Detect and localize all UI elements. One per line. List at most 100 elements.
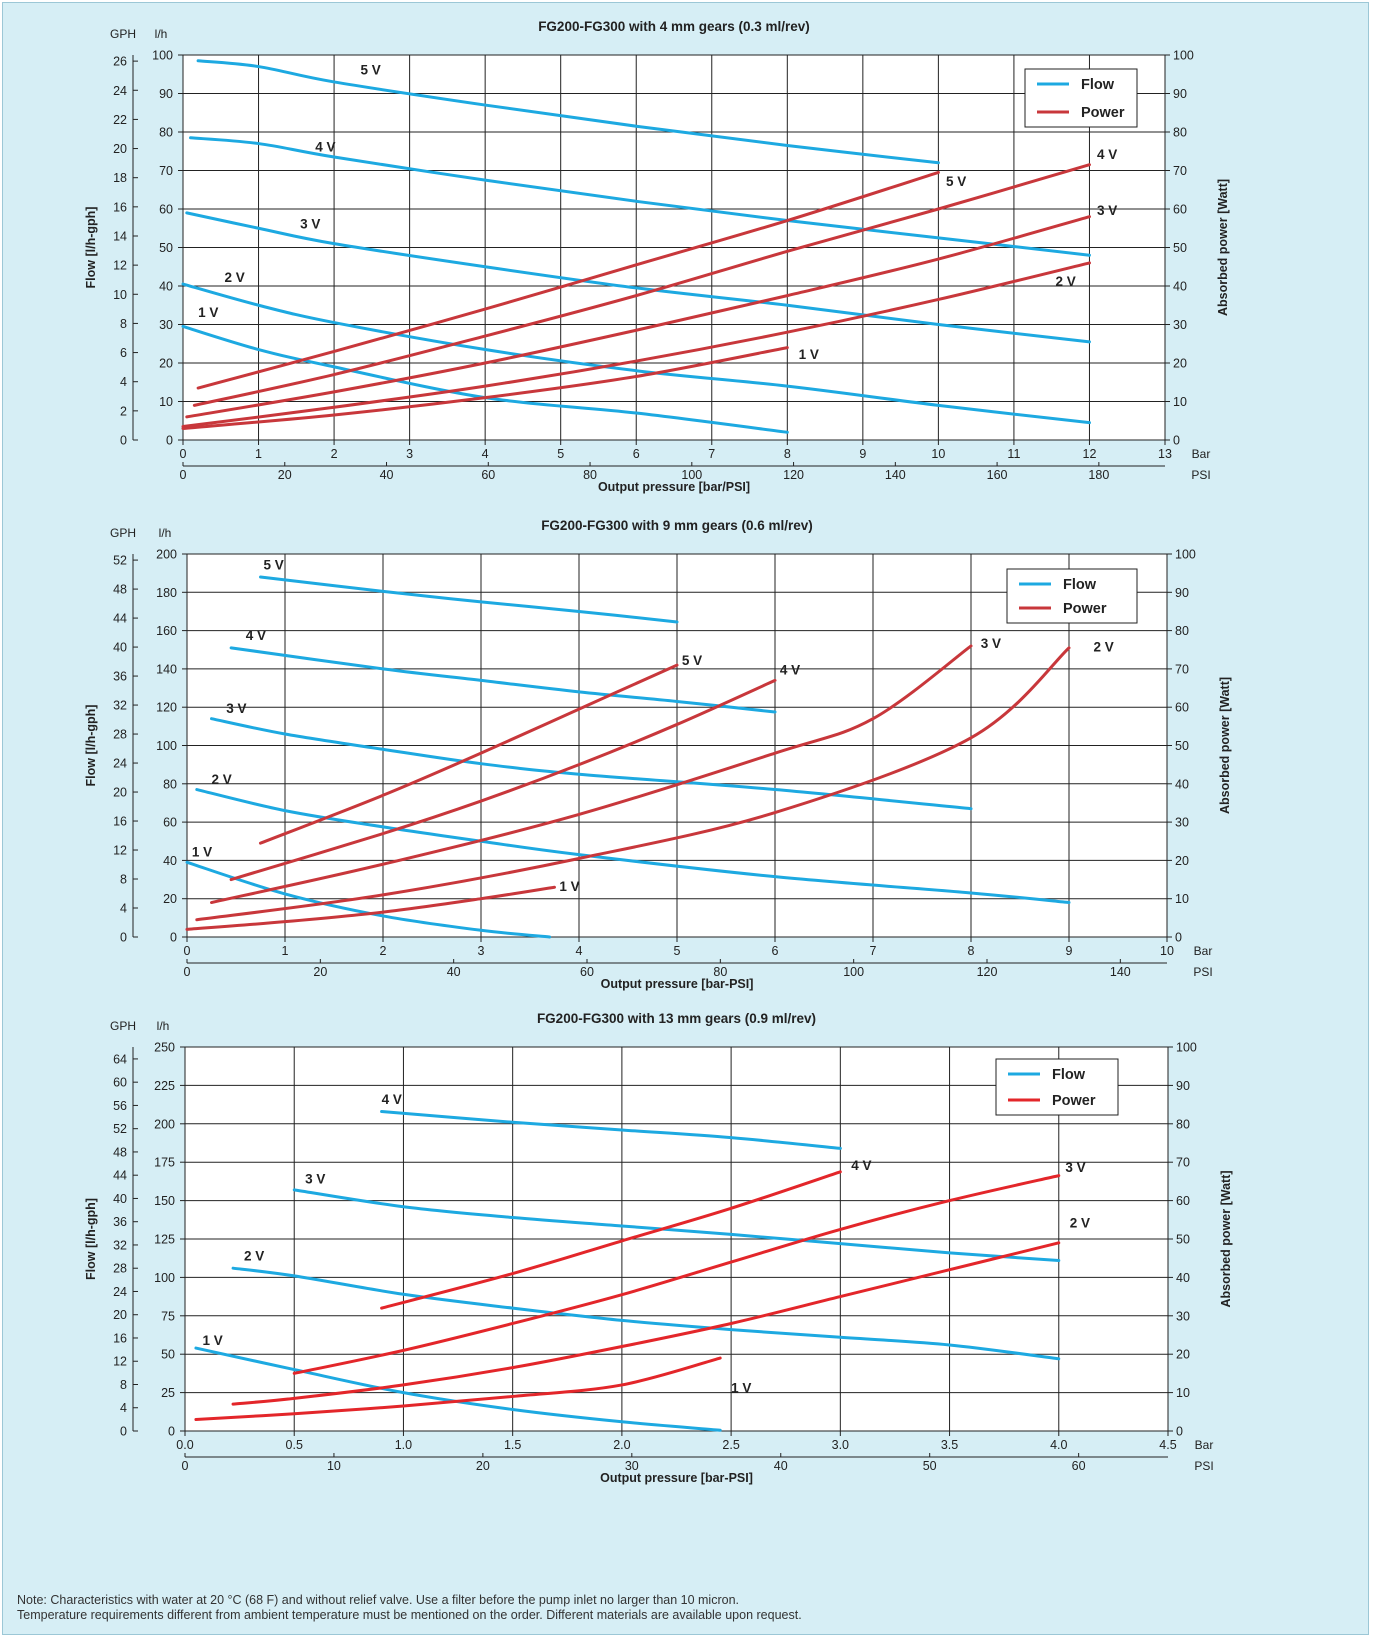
chart3-gph-tick-label: 52: [113, 1122, 127, 1136]
chart2-psi-tick-label: 140: [1110, 965, 1131, 979]
chart1-psi-tick-label: 120: [783, 468, 804, 482]
chart3-ytick-label-right: 10: [1176, 1386, 1190, 1400]
chart1-ytick-label-lh: 60: [159, 203, 173, 217]
chart2-flow-label-3v: 3 V: [226, 701, 246, 716]
chart3-xtick-label-bar: 1.5: [504, 1438, 521, 1452]
chart1-power-line-2v: [181, 261, 1091, 429]
chart2-power-line-4v: [229, 678, 777, 882]
chart1-gph-tick-label: 18: [113, 171, 127, 185]
chart2-ytick-label-lh: 20: [163, 892, 177, 906]
chart1-xtick-label-bar: 6: [633, 447, 640, 461]
chart2-xtick-label-bar: 3: [478, 944, 485, 958]
chart1-psi-tick-label: 180: [1088, 468, 1109, 482]
chart1-gph-tick-label: 24: [113, 84, 127, 98]
chart1-flow-line-5v: [196, 59, 940, 165]
chart3-ytick-label-right: 20: [1176, 1348, 1190, 1362]
chart3-unit-lh: l/h: [157, 1019, 170, 1033]
chart3-xtick-label-bar: 1.0: [395, 1438, 412, 1452]
chart3-psi-tick-label: 0: [182, 1459, 189, 1473]
chart3-xtick-label-bar: 0.5: [286, 1438, 303, 1452]
chart2-psi-tick-label: 40: [447, 965, 461, 979]
chart1-psi-tick-label: 100: [681, 468, 702, 482]
chart1-gph-tick-label: 22: [113, 113, 127, 127]
chart1-ytick-label-lh: 0: [166, 434, 173, 448]
chart1-power-label-1v: 1 V: [799, 347, 819, 362]
chart3-gph-tick-label: 44: [113, 1169, 127, 1183]
chart2-ytick-label-right: 80: [1175, 624, 1189, 638]
chart3-gph-tick-label: 8: [120, 1378, 127, 1392]
chart1-ytick-label-right: 100: [1173, 49, 1194, 63]
chart1-psi-tick-label: 0: [180, 468, 187, 482]
chart2-power-line-1v: [185, 885, 556, 931]
chart3-ytick-label-right: 30: [1176, 1309, 1190, 1323]
chart2-xtick-label-bar: 5: [674, 944, 681, 958]
chart1-gph-tick-label: 20: [113, 142, 127, 156]
chart3-flow-line-3v: [292, 1188, 1061, 1262]
chart2-legend-flow-label: Flow: [1063, 577, 1097, 593]
chart2-ylabel-left: Flow [l/h-gph]: [84, 705, 98, 787]
chart2-ytick-label-right: 100: [1175, 548, 1196, 562]
chart1-power-line-5v: [196, 170, 940, 390]
chart3-ylabel-right: Absorbed power [Watt]: [1219, 1170, 1233, 1307]
chart3-ytick-label-right: 80: [1176, 1117, 1190, 1131]
chart1-ytick-label-lh: 50: [159, 241, 173, 255]
chart2-power-label-2v: 2 V: [1094, 640, 1114, 655]
chart2-psi-tick-label: 0: [184, 965, 191, 979]
chart2-xtick-label-bar: 10: [1160, 944, 1174, 958]
chart3-xtick-label-bar: 4.0: [1050, 1438, 1067, 1452]
chart3-power-line-1v: [194, 1356, 722, 1421]
note-line-1: Note: Characteristics with water at 20 °…: [17, 1593, 739, 1607]
chart1-power-line-3v: [185, 215, 1091, 419]
chart2-gph-tick-label: 40: [113, 641, 127, 655]
chart1-ytick-label-lh: 90: [159, 87, 173, 101]
chart3-ytick-label-right: 40: [1176, 1271, 1190, 1285]
chart2-xtick-label-bar: 8: [968, 944, 975, 958]
chart2-xtick-label-bar: 9: [1066, 944, 1073, 958]
chart2-gph-tick-label: 4: [120, 902, 127, 916]
chart2-flow-line-1v: [185, 860, 552, 939]
chart1-xtick-label-bar: 3: [406, 447, 413, 461]
chart3-gph-tick-label: 4: [120, 1401, 127, 1415]
chart3-power-line-4v: [380, 1170, 842, 1310]
chart1-unit-bar: Bar: [1192, 447, 1211, 461]
chart2-ytick-label-lh: 100: [156, 739, 177, 753]
chart2-ytick-label-lh: 0: [170, 931, 177, 945]
chart2-ytick-label-right: 90: [1175, 586, 1189, 600]
chart1-xtick-label-bar: 5: [557, 447, 564, 461]
chart2-gph-tick-label: 28: [113, 728, 127, 742]
chart3-flow-line-2v: [231, 1266, 1061, 1361]
chart2-unit-bar: Bar: [1194, 944, 1213, 958]
chart2-legend: [1006, 568, 1138, 624]
chart2-flow-label-4v: 4 V: [246, 628, 266, 643]
chart3-flow-label-2v: 2 V: [244, 1249, 264, 1264]
chart1-power-label-2v: 2 V: [1055, 274, 1075, 289]
chart3-power-label-3v: 3 V: [1065, 1160, 1085, 1175]
chart3-gph-tick-label: 48: [113, 1145, 127, 1159]
chart3-power-label-4v: 4 V: [851, 1158, 871, 1173]
chart1-legend: [1024, 68, 1138, 128]
chart2-flow-line-4v: [229, 646, 777, 714]
chart1-ytick-label-lh: 10: [159, 395, 173, 409]
chart1-ytick-label-right: 60: [1173, 203, 1187, 217]
chart1-ytick-label-right: 30: [1173, 318, 1187, 332]
chart3-ytick-label-lh: 25: [161, 1386, 175, 1400]
chart3-legend-power-label: Power: [1052, 1093, 1096, 1109]
chart3-flow-label-1v: 1 V: [202, 1333, 222, 1348]
chart1-gph-tick-label: 10: [113, 288, 127, 302]
chart3-ytick-label-lh: 175: [154, 1156, 175, 1170]
chart1-xtick-label-bar: 8: [784, 447, 791, 461]
chart1-gph-tick-label: 4: [120, 375, 127, 389]
chart3-ytick-label-lh: 225: [154, 1079, 175, 1093]
chart3-unit-gph: GPH: [110, 1019, 136, 1033]
chart2-power-line-2v: [195, 646, 1071, 922]
chart2-gph-tick-label: 8: [120, 873, 127, 887]
chart1-ytick-label-lh: 100: [152, 49, 173, 63]
chart1-xtick-label-bar: 7: [708, 447, 715, 461]
chart1-xtick-label-bar: 13: [1158, 447, 1172, 461]
chart2-ytick-label-right: 10: [1175, 892, 1189, 906]
chart2-gph-tick-label: 16: [113, 815, 127, 829]
chart1-xtick-label-bar: 2: [331, 447, 338, 461]
chart1-ytick-label-right: 40: [1173, 280, 1187, 294]
chart3-psi-tick-label: 40: [774, 1459, 788, 1473]
